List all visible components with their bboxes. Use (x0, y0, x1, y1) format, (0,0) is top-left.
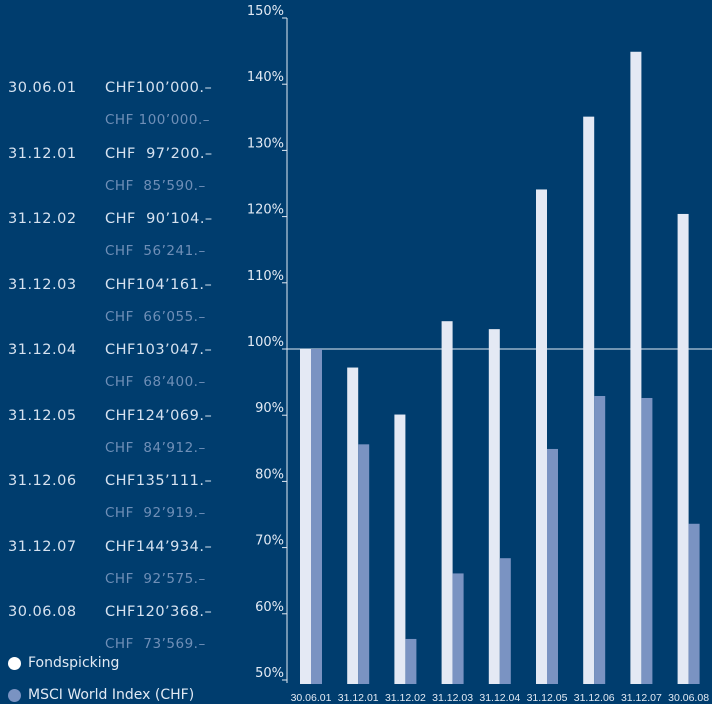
x-tick-label: 31.12.06 (574, 692, 615, 704)
x-tick-label: 31.12.02 (385, 692, 426, 704)
y-tick-label: 50% (255, 666, 284, 681)
bar-msci (358, 444, 370, 684)
y-tick-label: 150% (247, 4, 284, 19)
legend-item-msci: MSCI World Index (CHF) (8, 687, 194, 703)
table-date: 31.12.03 (8, 276, 77, 293)
table-row-msci: CHF 92’919.– (0, 505, 240, 525)
y-tick-label: 100% (247, 335, 284, 350)
x-tick-label: 31.12.04 (479, 692, 520, 704)
x-tick-label: 31.12.05 (527, 692, 568, 704)
legend-dot-msci (8, 688, 21, 702)
x-tick-label: 31.12.07 (621, 692, 662, 704)
bar-fondspicking (394, 414, 406, 684)
y-tick-label: 120% (247, 203, 284, 218)
bar-fondspicking (347, 367, 359, 684)
table-date: 31.12.04 (8, 342, 77, 358)
table-row-fund: 31.12.02 CHF 90’104.– (0, 211, 240, 231)
table-fund-value: CHF103’047.– (105, 342, 213, 358)
bar-msci (405, 638, 417, 684)
x-tick-label: 31.12.03 (432, 692, 473, 704)
bar-msci (499, 558, 511, 684)
legend-dot-fondspicking (8, 656, 21, 670)
table-row-msci: CHF 92’575.– (0, 571, 240, 591)
table-fund-value: CHF 97’200.– (105, 145, 213, 162)
y-tick-label: 70% (255, 534, 284, 549)
table-row-fund: 31.12.03 CHF104’161.– (0, 277, 240, 297)
bar-msci (547, 448, 558, 684)
table-msci-value: CHF 100’000.– (105, 112, 211, 128)
table-fund-value: CHF124’069.– (105, 407, 213, 424)
table-fund-value: CHF144’934.– (105, 538, 213, 555)
y-tick-label: 110% (247, 269, 284, 284)
table-date: 31.12.01 (8, 145, 77, 162)
table-row-fund: 30.06.08 CHF120’368.– (0, 604, 240, 624)
table-fund-value: CHF100’000.– (105, 80, 213, 96)
bar-msci (594, 396, 606, 684)
bar-msci (452, 573, 464, 684)
table-date: 30.06.08 (8, 604, 77, 620)
legend-label: MSCI World Index (CHF) (28, 687, 195, 703)
table-row-fund: 31.12.06 CHF135’111.– (0, 473, 240, 493)
table-msci-value: CHF 56’241.– (105, 243, 206, 259)
table-row-fund: 31.12.07 CHF144’934.– (0, 539, 240, 559)
bar-fondspicking (536, 189, 547, 684)
bar-fondspicking (488, 329, 500, 684)
x-tick-label: 30.06.08 (668, 692, 709, 704)
table-row-fund: 31.12.04 CHF103’047.– (0, 342, 240, 362)
table-row-msci: CHF 85’590.– (0, 178, 240, 198)
table-date: 31.12.02 (8, 211, 77, 227)
table-row-msci: CHF 73’569.– (0, 636, 240, 656)
bar-fondspicking (300, 349, 311, 684)
table-msci-value: CHF 73’569.– (105, 636, 206, 652)
table-date: 31.12.05 (8, 407, 77, 424)
table-msci-value: CHF 84’912.– (105, 439, 206, 456)
legend-label: Fondspicking (28, 655, 120, 671)
table-msci-value: CHF 66’055.– (105, 308, 206, 325)
x-tick-label: 30.06.01 (291, 692, 332, 704)
table-row-fund: 31.12.05 CHF124’069.– (0, 408, 240, 428)
table-date: 31.12.06 (8, 473, 77, 489)
bar-fondspicking (441, 321, 453, 684)
table-row-msci: CHF 100’000.– (0, 112, 240, 132)
y-tick-label: 60% (255, 600, 284, 615)
table-fund-value: CHF120’368.– (105, 604, 213, 620)
legend-item-fondspicking: Fondspicking (8, 655, 119, 671)
y-tick-label: 80% (255, 467, 284, 482)
table-msci-value: CHF 85’590.– (105, 177, 206, 194)
y-tick-label: 90% (255, 401, 284, 416)
table-row-msci: CHF 66’055.– (0, 309, 240, 329)
table-row-fund: 31.12.01 CHF 97’200.– (0, 146, 240, 166)
table-row-fund: 30.06.01 CHF100’000.– (0, 80, 240, 100)
table-msci-value: CHF 92’575.– (105, 570, 206, 587)
bar-msci (641, 397, 653, 684)
x-tick-label: 31.12.01 (338, 692, 379, 704)
table-fund-value: CHF135’111.– (105, 473, 213, 489)
y-tick-label: 130% (247, 136, 284, 151)
table-date: 31.12.07 (8, 538, 77, 555)
table-row-msci: CHF 84’912.– (0, 440, 240, 460)
table-row-msci: CHF 68’400.– (0, 374, 240, 394)
y-tick-label: 140% (247, 70, 284, 85)
bar-msci (688, 523, 700, 684)
table-row-msci: CHF 56’241.– (0, 243, 240, 263)
bar-fondspicking (630, 51, 642, 684)
bar-msci (311, 349, 322, 684)
bar-fondspicking (583, 116, 595, 684)
table-msci-value: CHF 68’400.– (105, 374, 206, 390)
table-fund-value: CHF104’161.– (105, 276, 213, 293)
bar-fondspicking (677, 213, 689, 684)
table-date: 30.06.01 (8, 80, 77, 96)
table-msci-value: CHF 92’919.– (105, 505, 206, 521)
table-fund-value: CHF 90’104.– (105, 211, 213, 227)
